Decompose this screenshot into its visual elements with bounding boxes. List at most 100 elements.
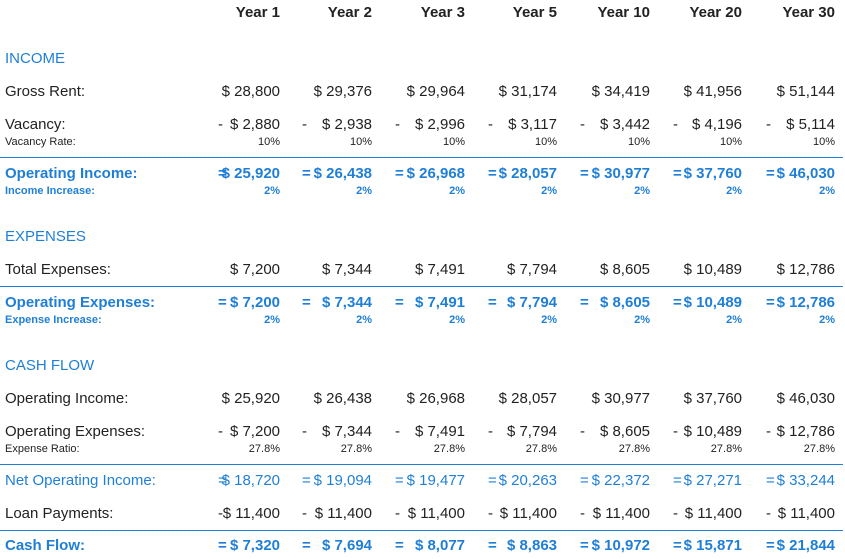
cell-sign: - (580, 505, 585, 522)
cell-value: $ 28,057 (498, 390, 557, 407)
cell-value: $ 25,920 (221, 390, 280, 407)
divider (0, 530, 843, 531)
cell-value: 10% (442, 136, 465, 148)
cell-value: $ 2,938 (321, 116, 372, 133)
column-header: Year 1 (235, 4, 280, 21)
row-label: Vacancy Rate: (5, 136, 76, 148)
cell-value: $ 7,491 (414, 294, 465, 311)
row-label: Net Operating Income: (5, 472, 156, 489)
cell-value: 2% (356, 314, 372, 326)
cell-value: $ 19,477 (406, 472, 465, 489)
cell-value: $ 37,760 (683, 165, 742, 182)
cell-value: $ 11,400 (314, 505, 372, 522)
row-label: Expense Ratio: (5, 443, 80, 455)
cell-value: $ 10,489 (683, 423, 742, 440)
cell-value: $ 46,030 (776, 165, 835, 182)
cell-value: 2% (634, 314, 650, 326)
cell-value: $ 12,786 (776, 261, 835, 278)
cell-value: $ 31,174 (498, 83, 557, 100)
cell-sign: = (766, 165, 775, 182)
row-label: Total Expenses: (5, 261, 111, 278)
cell-sign: - (766, 505, 771, 522)
cell-value: $ 8,863 (506, 537, 557, 554)
cell-value: $ 7,694 (321, 537, 372, 554)
row-label: Gross Rent: (5, 83, 86, 100)
row-label: Operating Expenses: (5, 423, 146, 440)
cell-value: $ 26,438 (313, 390, 372, 407)
cell-value: 2% (726, 314, 742, 326)
row-label: Expense Increase: (5, 314, 102, 326)
row-label: Cash Flow: (5, 537, 86, 554)
cell-value: $ 2,996 (414, 116, 465, 133)
column-header: Year 30 (782, 4, 835, 21)
cell-value: $ 29,964 (406, 83, 465, 100)
cell-value: $ 33,244 (776, 472, 835, 489)
cell-value: $ 11,400 (684, 505, 742, 522)
cell-value: 10% (719, 136, 742, 148)
cell-value: 10% (534, 136, 557, 148)
cell-value: 10% (257, 136, 280, 148)
cell-sign: - (302, 423, 307, 440)
cell-sign: = (302, 294, 311, 311)
column-header: Year 20 (689, 4, 742, 21)
cell-value: $ 8,077 (414, 537, 465, 554)
cell-sign: - (488, 423, 493, 440)
cell-value: $ 28,800 (221, 83, 280, 100)
cell-sign: = (673, 537, 682, 554)
cell-value: $ 28,057 (498, 165, 557, 182)
cell-value: $ 7,200 (229, 294, 280, 311)
cell-value: 2% (819, 314, 835, 326)
cell-sign: = (395, 165, 404, 182)
cell-sign: - (673, 423, 678, 440)
cell-sign: - (218, 116, 223, 133)
cell-value: $ 12,786 (776, 423, 835, 440)
cell-value: $ 7,200 (229, 261, 280, 278)
cell-sign: = (488, 294, 497, 311)
cell-sign: - (488, 116, 493, 133)
cell-sign: - (302, 116, 307, 133)
cell-sign: = (766, 537, 775, 554)
cell-value: 27.8% (433, 443, 465, 455)
column-header: Year 2 (327, 4, 372, 21)
cell-sign: - (673, 116, 678, 133)
cell-sign: = (395, 537, 404, 554)
cell-value: $ 7,344 (321, 423, 372, 440)
column-header: Year 3 (420, 4, 465, 21)
cell-sign: - (302, 505, 307, 522)
cell-value: $ 3,442 (599, 116, 650, 133)
cell-value: 2% (634, 185, 650, 197)
row-label: Vacancy: (5, 116, 66, 133)
column-header: Year 5 (512, 4, 557, 21)
cell-value: 2% (449, 185, 465, 197)
cell-value: $ 10,972 (591, 537, 650, 554)
cell-value: $ 8,605 (599, 294, 650, 311)
cell-sign: = (766, 294, 775, 311)
cell-value: $ 7,344 (321, 294, 372, 311)
cell-sign: = (218, 472, 227, 489)
cell-value: $ 46,030 (776, 390, 835, 407)
cell-sign: - (395, 505, 400, 522)
cell-sign: - (766, 423, 771, 440)
cell-value: $ 51,144 (776, 83, 835, 100)
cell-sign: = (673, 165, 682, 182)
cell-value: 10% (627, 136, 650, 148)
cell-value: $ 11,400 (777, 505, 835, 522)
cell-value: 2% (541, 314, 557, 326)
row-label: Operating Income: (5, 165, 138, 182)
cell-value: 2% (541, 185, 557, 197)
divider (0, 286, 843, 287)
cell-sign: = (488, 537, 497, 554)
cell-value: $ 15,871 (683, 537, 742, 554)
cell-value: 2% (449, 314, 465, 326)
cell-value: $ 26,968 (406, 165, 465, 182)
cell-value: $ 11,400 (592, 505, 650, 522)
cell-value: 10% (349, 136, 372, 148)
cell-value: $ 34,419 (591, 83, 650, 100)
cell-sign: = (673, 294, 682, 311)
cell-value: 2% (264, 314, 280, 326)
cell-sign: - (580, 423, 585, 440)
cell-value: $ 10,489 (683, 294, 742, 311)
cell-sign: - (218, 505, 223, 522)
cell-value: $ 3,117 (508, 116, 557, 133)
